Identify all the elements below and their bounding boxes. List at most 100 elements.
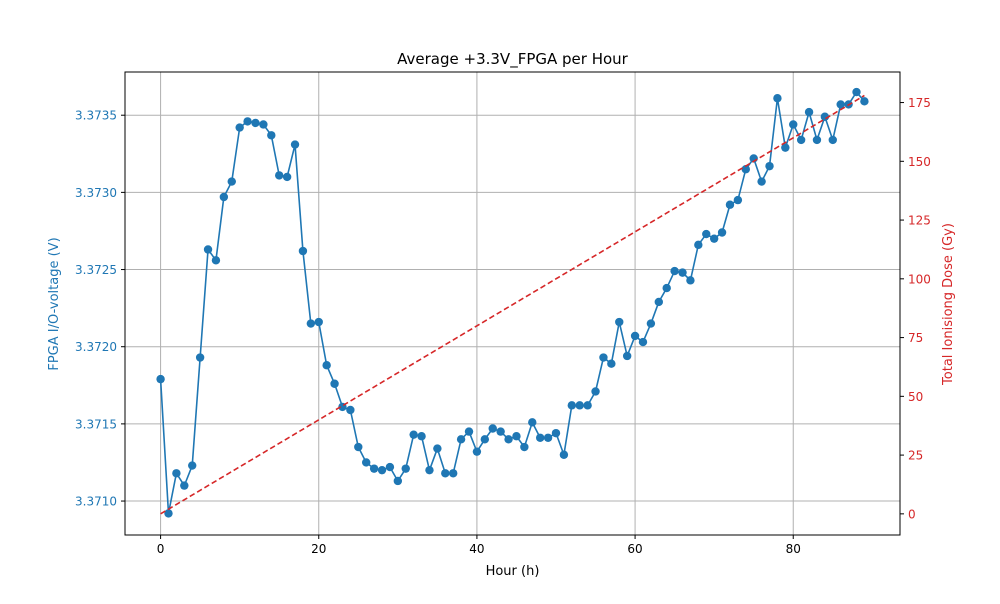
voltage-point bbox=[512, 432, 521, 441]
voltage-point bbox=[630, 331, 640, 341]
voltage-point bbox=[401, 464, 410, 473]
y-tick-label: 3.3710 bbox=[75, 495, 117, 509]
voltage-point bbox=[282, 172, 292, 182]
voltage-point bbox=[195, 353, 205, 362]
voltage-point bbox=[804, 107, 814, 117]
voltage-point bbox=[852, 87, 861, 97]
x-tick-label: 0 bbox=[157, 542, 165, 556]
voltage-point bbox=[243, 117, 252, 126]
y2-axis-label: Total Ionisiong Dose (Gy) bbox=[941, 223, 956, 386]
voltage-point bbox=[559, 450, 569, 459]
voltage-point bbox=[773, 94, 782, 103]
voltage-point bbox=[480, 435, 490, 444]
voltage-point bbox=[354, 442, 363, 452]
voltage-point bbox=[441, 469, 450, 478]
voltage-point bbox=[417, 432, 426, 441]
plot-series bbox=[156, 87, 869, 518]
voltage-point bbox=[314, 317, 323, 327]
voltage-point bbox=[472, 447, 482, 456]
voltage-point bbox=[369, 464, 379, 473]
voltage-point bbox=[156, 374, 165, 384]
voltage-point bbox=[741, 165, 750, 174]
voltage-point bbox=[385, 462, 395, 472]
y2-tick-label: 25 bbox=[908, 449, 923, 463]
dose-series-line bbox=[160, 94, 865, 515]
voltage-point bbox=[551, 428, 561, 438]
y-tick-label: 3.3715 bbox=[75, 417, 117, 431]
voltage-point bbox=[164, 509, 173, 518]
voltage-point bbox=[709, 234, 719, 243]
y2-tick-label: 175 bbox=[908, 96, 931, 110]
voltage-point bbox=[543, 433, 553, 442]
voltage-point bbox=[789, 120, 798, 129]
voltage-point bbox=[615, 317, 624, 327]
voltage-point bbox=[180, 481, 189, 490]
voltage-point bbox=[694, 240, 703, 250]
voltage-point bbox=[796, 135, 806, 145]
voltage-point bbox=[725, 200, 735, 209]
voltage-point bbox=[330, 379, 339, 388]
voltage-point bbox=[528, 418, 537, 427]
y2-tick-label: 150 bbox=[908, 155, 931, 169]
x-tick-label: 40 bbox=[469, 542, 484, 556]
voltage-point bbox=[456, 435, 466, 444]
voltage-point bbox=[409, 430, 418, 439]
x-tick-label: 80 bbox=[786, 542, 801, 556]
voltage-point bbox=[504, 435, 513, 444]
voltage-point bbox=[322, 361, 331, 370]
voltage-point bbox=[836, 100, 845, 109]
voltage-point bbox=[622, 351, 632, 361]
plot-frame bbox=[124, 71, 901, 536]
voltage-point bbox=[567, 401, 577, 410]
voltage-point bbox=[575, 401, 584, 410]
voltage-point bbox=[275, 171, 284, 180]
y2-tick-label: 0 bbox=[908, 507, 916, 521]
voltage-point bbox=[393, 476, 403, 486]
y2-tick-label: 50 bbox=[908, 390, 923, 404]
y-tick-label: 3.3725 bbox=[75, 263, 117, 277]
voltage-point bbox=[227, 177, 236, 186]
voltage-point bbox=[820, 112, 830, 121]
voltage-point bbox=[306, 319, 316, 328]
voltage-point bbox=[496, 427, 505, 436]
y2-tick-label: 75 bbox=[908, 331, 923, 345]
y-axis-label: FPGA I/O-voltage (V) bbox=[47, 237, 62, 370]
voltage-point bbox=[520, 442, 529, 452]
voltage-point bbox=[583, 401, 592, 410]
voltage-point bbox=[781, 143, 790, 152]
voltage-point bbox=[464, 427, 474, 436]
x-tick-label: 60 bbox=[627, 542, 642, 556]
x-tick-label: 20 bbox=[311, 542, 326, 556]
chart-title: Average +3.3V_FPGA per Hour bbox=[397, 50, 629, 69]
axis-ticks: 0 20 40 60 80 3.3710 3.3715 3.3720 3.3725 3.3730 3… bbox=[75, 96, 931, 556]
voltage-point bbox=[757, 177, 766, 186]
voltage-point bbox=[860, 97, 869, 106]
voltage-point bbox=[733, 195, 743, 205]
voltage-point bbox=[377, 465, 387, 475]
voltage-point bbox=[362, 458, 371, 467]
voltage-point bbox=[607, 359, 616, 368]
voltage-point bbox=[235, 123, 244, 132]
voltage-point bbox=[702, 229, 711, 239]
voltage-point bbox=[433, 444, 442, 453]
voltage-point bbox=[219, 192, 229, 202]
voltage-point bbox=[259, 120, 268, 129]
y-tick-label: 3.3720 bbox=[75, 340, 117, 354]
voltage-point bbox=[346, 405, 355, 415]
voltage-point bbox=[267, 131, 276, 140]
voltage-point bbox=[678, 268, 687, 277]
y-tick-label: 3.3735 bbox=[75, 109, 117, 123]
y2-tick-label: 100 bbox=[908, 272, 931, 286]
voltage-point bbox=[448, 469, 458, 478]
voltage-point bbox=[765, 161, 774, 171]
voltage-point bbox=[662, 283, 671, 293]
y-tick-label: 3.3730 bbox=[75, 186, 117, 200]
voltage-point bbox=[812, 135, 822, 145]
voltage-point bbox=[646, 319, 656, 328]
voltage-point bbox=[425, 465, 434, 475]
voltage-point bbox=[591, 387, 600, 396]
voltage-point bbox=[211, 256, 221, 265]
